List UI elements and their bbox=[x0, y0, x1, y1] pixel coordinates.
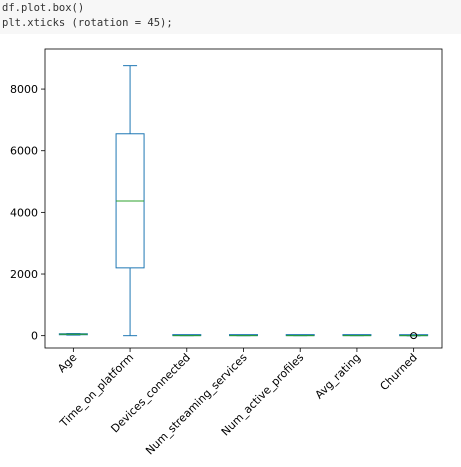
x-tick-label: Avg_rating bbox=[313, 351, 364, 402]
plot-frame bbox=[44, 48, 443, 349]
flier-point bbox=[410, 332, 418, 340]
y-tick-label: 0 bbox=[31, 330, 38, 343]
y-tick-label: 4000 bbox=[10, 206, 38, 219]
y-tick-label: 8000 bbox=[10, 83, 38, 96]
code-cell[interactable]: df.plot.box() plt.xticks (rotation = 45)… bbox=[0, 0, 461, 35]
box-plot-chart: 02000400060008000AgeTime_on_platformDevi… bbox=[10, 48, 443, 458]
code-line-2: plt.xticks (rotation = 45); bbox=[2, 17, 173, 29]
y-tick-label: 2000 bbox=[10, 268, 38, 281]
y-tick-label: 6000 bbox=[10, 145, 38, 158]
x-tick-label: Num_streaming_services bbox=[143, 351, 250, 458]
cell-output: 0 2000 4000 6000 8000 Age Time_on_platform Devi… bbox=[0, 34, 461, 462]
x-tick-label: Age bbox=[55, 351, 79, 375]
x-tick-label: Churned bbox=[378, 351, 420, 393]
code-line-1: df.plot.box() bbox=[2, 2, 85, 14]
